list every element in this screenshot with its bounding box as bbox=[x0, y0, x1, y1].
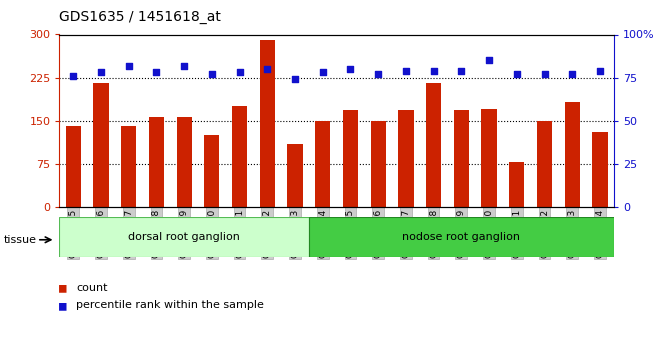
Text: tissue: tissue bbox=[3, 235, 36, 245]
Bar bbox=[65, 127, 81, 207]
Bar bbox=[398, 110, 414, 207]
Bar bbox=[259, 40, 275, 207]
Text: GDS1635 / 1451618_at: GDS1635 / 1451618_at bbox=[59, 10, 221, 24]
Text: nodose root ganglion: nodose root ganglion bbox=[403, 232, 520, 242]
Bar bbox=[287, 144, 303, 207]
Bar bbox=[370, 121, 386, 207]
Bar bbox=[453, 110, 469, 207]
Bar bbox=[176, 117, 192, 207]
Bar bbox=[148, 117, 164, 207]
Bar bbox=[121, 127, 137, 207]
Bar bbox=[537, 121, 552, 207]
Point bbox=[595, 68, 605, 73]
Point bbox=[96, 70, 106, 75]
Bar bbox=[93, 83, 109, 207]
Point bbox=[456, 68, 467, 73]
Bar bbox=[426, 83, 442, 207]
Bar bbox=[343, 110, 358, 207]
Text: ■: ■ bbox=[59, 299, 67, 312]
Point bbox=[484, 58, 494, 63]
Point bbox=[317, 70, 328, 75]
Bar bbox=[509, 162, 525, 207]
Bar bbox=[204, 135, 220, 207]
Bar bbox=[232, 106, 248, 207]
Point bbox=[401, 68, 411, 73]
Bar bbox=[315, 121, 331, 207]
Point bbox=[539, 71, 550, 77]
Bar bbox=[59, 217, 309, 257]
Bar bbox=[481, 109, 497, 207]
Point bbox=[151, 70, 162, 75]
Point bbox=[290, 77, 300, 82]
Text: count: count bbox=[76, 283, 108, 293]
Point bbox=[234, 70, 245, 75]
Text: ■: ■ bbox=[59, 282, 67, 295]
Point bbox=[567, 71, 578, 77]
Point bbox=[207, 71, 217, 77]
Text: dorsal root ganglion: dorsal root ganglion bbox=[128, 232, 240, 242]
Point bbox=[68, 73, 79, 79]
Point bbox=[262, 66, 273, 72]
Text: percentile rank within the sample: percentile rank within the sample bbox=[76, 300, 264, 310]
Point bbox=[345, 66, 356, 72]
Bar bbox=[592, 132, 608, 207]
Point bbox=[512, 71, 522, 77]
Bar bbox=[309, 217, 614, 257]
Point bbox=[179, 63, 189, 68]
Point bbox=[373, 71, 383, 77]
Point bbox=[428, 68, 439, 73]
Bar bbox=[564, 102, 580, 207]
Point bbox=[123, 63, 134, 68]
